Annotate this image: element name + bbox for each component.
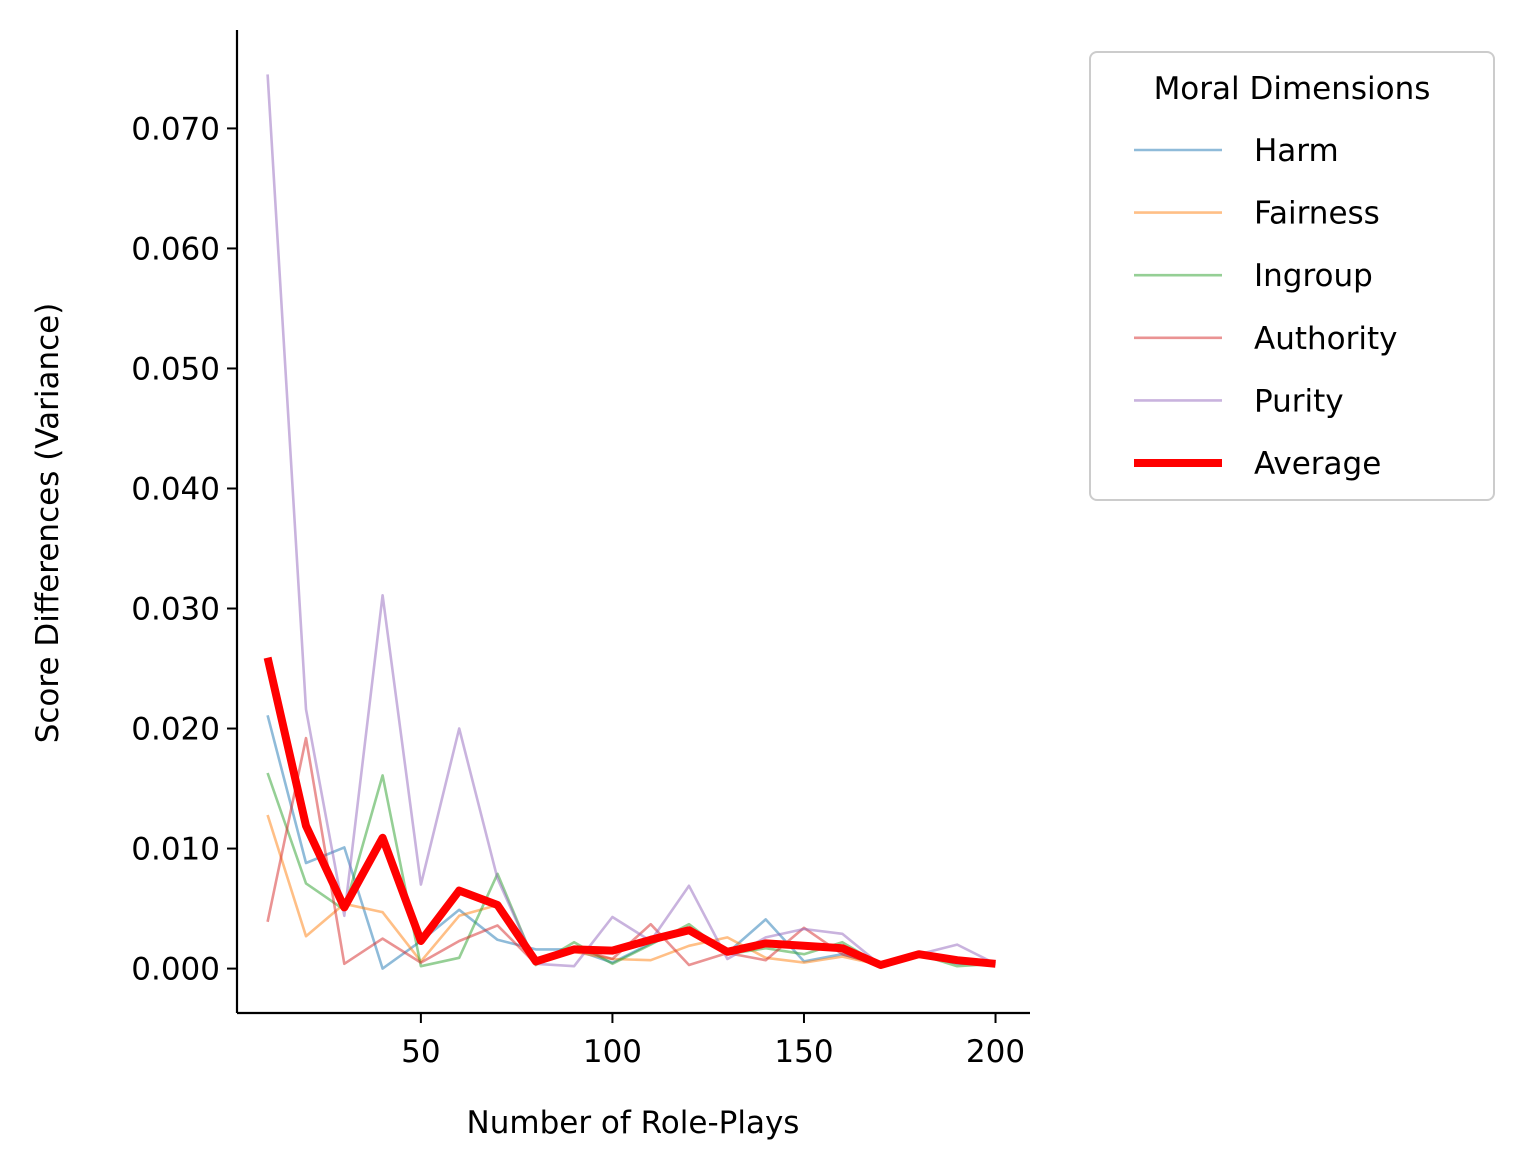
ticks: 50 100 150 200 0.000 0.010 0.020 0.030 0.040 0.05… <box>131 111 1025 1070</box>
x-tick-label: 100 <box>583 1034 642 1070</box>
legend-label-ingroup: Ingroup <box>1254 258 1373 294</box>
legend-label-authority: Authority <box>1254 321 1397 357</box>
y-tick-label: 0.060 <box>131 231 220 267</box>
legend-label-purity: Purity <box>1254 383 1344 419</box>
x-tick-label: 50 <box>401 1034 440 1070</box>
y-tick-label: 0.070 <box>131 111 220 147</box>
plot-lines <box>263 74 997 970</box>
legend-title: Moral Dimensions <box>1154 71 1431 107</box>
y-tick-label: 0.010 <box>131 832 220 868</box>
series-line-ingroup <box>266 772 996 968</box>
y-tick-label: 0.030 <box>131 592 220 628</box>
series-line-purity <box>266 74 997 968</box>
y-tick-label: 0.020 <box>131 712 220 748</box>
legend-frame <box>1089 51 1495 501</box>
legend: Moral Dimensions Harm Fairness Ingroup Auth… <box>1089 51 1495 501</box>
y-axis-title: Score Differences (Variance) <box>30 303 66 744</box>
legend-label-fairness: Fairness <box>1254 196 1380 232</box>
x-tick-label: 150 <box>774 1034 833 1070</box>
legend-label-average: Average <box>1254 446 1381 482</box>
y-tick-label: 0.050 <box>131 351 220 387</box>
legend-label-harm: Harm <box>1254 133 1339 169</box>
series-line-average <box>263 656 996 969</box>
x-axis-title: Number of Role-Plays <box>467 1105 800 1141</box>
y-tick-label: 0.040 <box>131 471 220 507</box>
legend-items: Harm Fairness Ingroup Authority Purity Averag… <box>1134 133 1397 482</box>
y-tick-label: 0.000 <box>131 952 220 988</box>
x-tick-label: 200 <box>966 1034 1025 1070</box>
